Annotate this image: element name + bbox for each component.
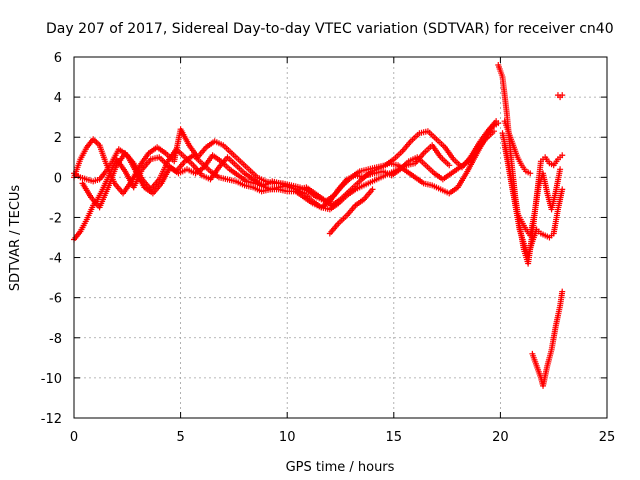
plot-frame: [73, 56, 608, 419]
y-tick-label: -10: [41, 372, 62, 387]
y-axis-label: SDTVAR / TECUs: [8, 185, 23, 292]
y-tick-label: -12: [41, 412, 62, 427]
y-tick-label: -6: [49, 292, 62, 307]
data-point: [527, 170, 534, 177]
data-points: [71, 62, 566, 389]
y-tick-label: 6: [54, 51, 62, 66]
y-tick-label: -2: [49, 211, 62, 226]
data-point: [559, 186, 566, 193]
data-point: [559, 288, 566, 295]
x-tick-label: 25: [599, 430, 616, 445]
axis-ticks: [73, 56, 608, 419]
chart-title: Day 207 of 2017, Sidereal Day-to-day VTE…: [46, 21, 614, 37]
x-tick-label: 20: [492, 430, 509, 445]
y-tick-label: -4: [49, 252, 62, 267]
data-point: [559, 152, 566, 159]
x-tick-label: 5: [176, 430, 184, 445]
y-tick-label: -8: [49, 332, 62, 347]
data-point: [369, 186, 376, 193]
data-point: [559, 92, 566, 99]
y-tick-label: 0: [54, 171, 62, 186]
x-tick-label: 15: [386, 430, 403, 445]
y-tick-label: 4: [54, 91, 62, 106]
x-tick-label: 0: [70, 430, 78, 445]
x-tick-label: 10: [279, 430, 296, 445]
data-point: [557, 166, 564, 173]
grid-lines: [74, 57, 607, 418]
data-point: [491, 128, 498, 135]
y-tick-label: 2: [54, 131, 62, 146]
data-point: [446, 162, 453, 169]
y-tick-labels: -12 -10 -8 -6 -4 -2 0 2 4 6: [41, 51, 62, 427]
x-axis-label: GPS time / hours: [286, 460, 395, 475]
x-tick-labels: 0 5 10 15 20 25: [70, 430, 615, 445]
data-point: [493, 118, 500, 125]
